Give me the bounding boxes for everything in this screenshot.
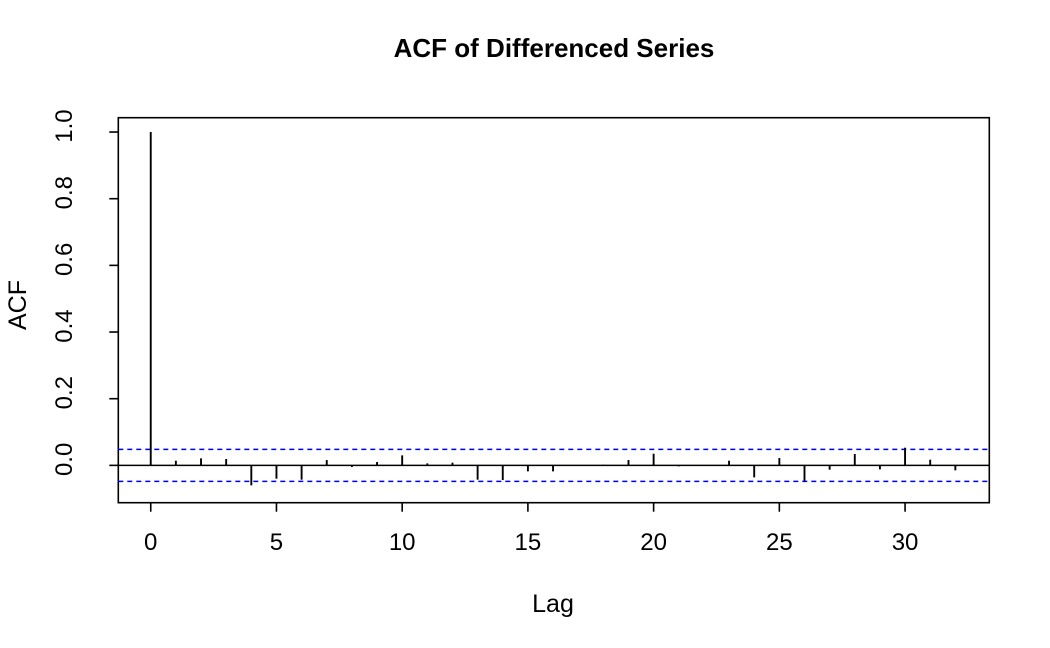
x-tick-label: 30 bbox=[892, 529, 919, 556]
y-tick-label: 0.4 bbox=[51, 309, 78, 342]
y-tick-label: 0.0 bbox=[51, 443, 78, 476]
plot-box bbox=[117, 116, 991, 504]
x-tick-label: 10 bbox=[389, 529, 416, 556]
x-tick-label: 20 bbox=[640, 529, 667, 556]
y-tick-label: 0.8 bbox=[51, 176, 78, 209]
chart-title: ACF of Differenced Series bbox=[393, 33, 715, 63]
x-axis-title: Lag bbox=[532, 590, 574, 618]
y-tick-label: 0.6 bbox=[51, 243, 78, 276]
x-tick-label: 0 bbox=[144, 529, 157, 556]
x-tick-label: 15 bbox=[515, 529, 542, 556]
x-tick-label: 25 bbox=[766, 529, 793, 556]
y-tick-label: 0.2 bbox=[51, 376, 78, 409]
y-tick-label: 1.0 bbox=[51, 109, 78, 142]
x-tick-label: 5 bbox=[270, 529, 283, 556]
